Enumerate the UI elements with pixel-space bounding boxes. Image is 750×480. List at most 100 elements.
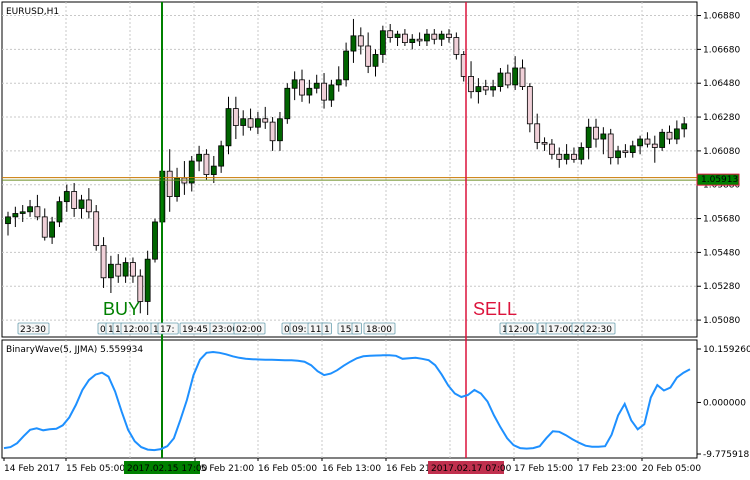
- candle-bear: [453, 37, 460, 55]
- candle-bear: [357, 35, 364, 47]
- indicator-scale-label: -9.775918: [703, 450, 749, 460]
- candle-bull: [306, 87, 313, 96]
- candle-bear: [387, 30, 394, 38]
- indicator-pane: [1, 339, 698, 459]
- candle-bear: [262, 118, 269, 123]
- price-label: 1.06680: [703, 45, 740, 55]
- candle-bear: [607, 133, 614, 159]
- symbol-title: EURUSD,H1: [6, 7, 59, 17]
- candle-bull: [313, 82, 320, 89]
- candle-bear: [526, 86, 533, 125]
- session-tag-label: 1: [354, 325, 360, 335]
- price-label: 1.06480: [703, 79, 740, 89]
- candle-bull: [277, 118, 283, 142]
- candle-bull: [490, 86, 497, 91]
- session-tag[interactable]: [583, 322, 616, 335]
- time-label: 15 Feb 21:00: [195, 464, 254, 474]
- session-tag-label: 1: [108, 325, 114, 335]
- buy-label: BUY: [103, 299, 140, 319]
- candle-bull: [240, 118, 247, 126]
- candle-bull: [659, 131, 666, 148]
- session-tag[interactable]: [351, 322, 362, 335]
- main-pane: [1, 1, 698, 338]
- session-tag[interactable]: [321, 322, 332, 335]
- candle-bull: [49, 221, 55, 238]
- candle-bull: [144, 258, 151, 302]
- time-label: 16 Feb 13:00: [322, 464, 381, 474]
- candle-bull: [615, 150, 621, 159]
- candle-bear: [203, 153, 210, 175]
- candle-bull: [174, 177, 180, 197]
- candle-bull: [475, 86, 482, 93]
- candle-bull: [629, 145, 636, 153]
- session-tag[interactable]: [505, 322, 538, 335]
- candle-bull: [63, 191, 70, 203]
- session-tag-label: 12:00: [508, 325, 534, 335]
- candle-bear: [71, 191, 78, 209]
- candle-bull: [225, 108, 232, 147]
- candle-bull: [585, 126, 592, 148]
- session-tag-label: 23:00: [212, 325, 238, 335]
- session-tag-label: 02:00: [236, 325, 262, 335]
- candle-bear: [534, 123, 541, 143]
- session-tag-label: 1: [540, 325, 546, 335]
- session-tag[interactable]: [233, 322, 266, 335]
- time-label: 14 Feb 2017: [4, 464, 60, 474]
- candle-bear: [34, 206, 41, 218]
- candle-bull: [350, 35, 357, 52]
- candle-bull: [19, 211, 26, 214]
- candle-bear: [401, 33, 408, 44]
- session-tag-label: 17:00: [548, 325, 574, 335]
- candle-bull: [210, 165, 217, 175]
- candle-bull: [563, 153, 570, 160]
- candle-bear: [247, 118, 254, 128]
- session-tag-label: 11:: [310, 325, 324, 335]
- price-label: 1.06880: [703, 12, 740, 22]
- price-label: 1.05680: [703, 215, 740, 225]
- candle-bear: [115, 263, 122, 277]
- candle-bull: [328, 84, 335, 101]
- time-label: 16 Feb 05:00: [258, 464, 317, 474]
- session-tag[interactable]: [363, 322, 396, 335]
- candle-bear: [468, 76, 474, 93]
- candle-bull: [284, 87, 291, 120]
- candle-bull: [218, 145, 225, 167]
- indicator-scale-label: 0.000000: [703, 398, 746, 408]
- price-label: 1.05280: [703, 282, 740, 292]
- candle-bull: [394, 33, 401, 38]
- session-tag-label: 18:00: [366, 325, 392, 335]
- session-tag[interactable]: [17, 322, 50, 335]
- candle-bear: [571, 153, 577, 160]
- candle-bull: [578, 147, 585, 160]
- candle-bull: [512, 67, 519, 86]
- session-tag-label: 0: [100, 325, 106, 335]
- session-tag-label: 1: [115, 325, 121, 335]
- price-label: 1.05480: [703, 248, 740, 258]
- candle-bull: [379, 30, 386, 55]
- candle-bear: [519, 67, 526, 87]
- price-label: 1.05880: [703, 181, 740, 191]
- time-label: 17 Feb 23:00: [578, 464, 637, 474]
- session-tag-label: 22:30: [586, 325, 612, 335]
- time-label: 16 Feb 21:00: [386, 464, 445, 474]
- candle-bear: [232, 108, 239, 126]
- candle-bull: [152, 221, 158, 260]
- session-tag[interactable]: [157, 322, 179, 335]
- buy-time-tag: [124, 461, 200, 474]
- session-tag-label: 1: [502, 325, 508, 335]
- candle-bear: [622, 150, 629, 153]
- sell-time-tag: [428, 461, 504, 474]
- candle-bull: [291, 79, 298, 89]
- candle-bull: [673, 128, 680, 140]
- indicator-scale-label: 10.159260: [703, 345, 750, 355]
- candle-bear: [130, 262, 136, 277]
- session-tag-label: 0: [284, 325, 290, 335]
- candle-bull: [254, 118, 261, 128]
- sell-time-label: 2017.02.17 07:00: [431, 464, 512, 474]
- candle-bull: [497, 72, 504, 87]
- candle-bear: [593, 126, 599, 140]
- candle-bear: [666, 131, 673, 140]
- price-label: 1.06080: [703, 147, 740, 157]
- candle-bear: [549, 143, 555, 155]
